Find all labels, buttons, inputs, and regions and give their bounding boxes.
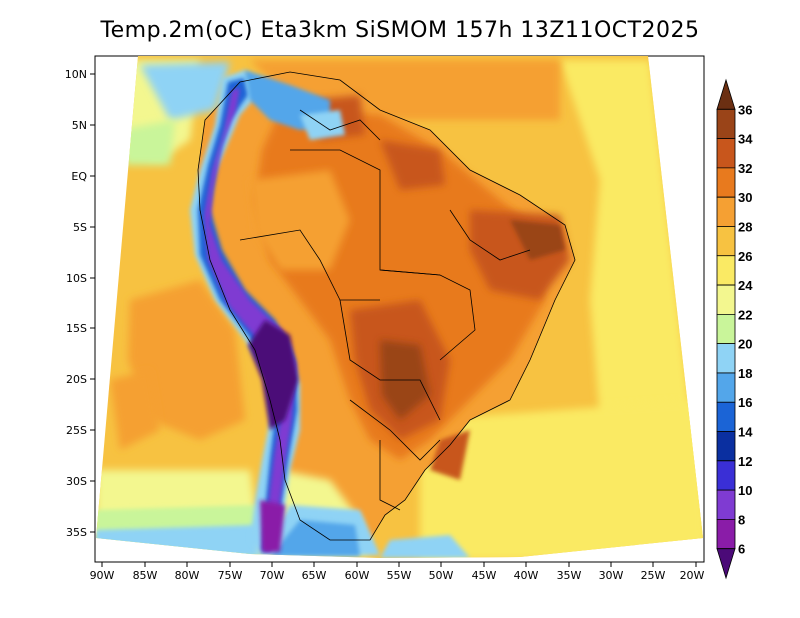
colorbar-label: 18 (738, 366, 752, 381)
lat-label: 10S (66, 272, 87, 285)
lon-label: 85W (133, 569, 158, 582)
lon-label: 35W (557, 569, 582, 582)
colorbar-label: 22 (738, 307, 752, 322)
lat-label: 25S (66, 424, 87, 437)
lon-label: 75W (218, 569, 243, 582)
colorbar-label: 28 (738, 219, 752, 234)
lon-label: 50W (429, 569, 454, 582)
lon-label: 20W (680, 569, 705, 582)
colorbar-label: 36 (738, 102, 752, 117)
colorbar-swatch (716, 138, 736, 169)
lat-label: 35S (66, 526, 87, 539)
colorbar-swatch (716, 343, 736, 374)
latitude-axis: 10N 5N EQ 5S 10S 15S 20S 25S 30S 35S (65, 68, 95, 539)
colorbar-swatch (716, 519, 736, 550)
colorbar-swatch (716, 226, 736, 257)
colorbar-swatch (716, 284, 736, 315)
colorbar-label: 6 (738, 542, 745, 557)
colorbar-swatch (716, 489, 736, 520)
lon-label: 30W (599, 569, 624, 582)
lon-label: 55W (387, 569, 412, 582)
colorbar-swatch (716, 196, 736, 227)
colorbar-label: 12 (738, 454, 752, 469)
lon-label: 90W (90, 569, 115, 582)
colorbar-swatch (716, 460, 736, 491)
map-title: Temp.2m(oC) Eta3km SiSMOM 157h 13Z11OCT2… (100, 18, 700, 43)
lon-label: 60W (345, 569, 370, 582)
colorbar-swatch (716, 313, 736, 345)
colorbar-label: 26 (738, 249, 752, 264)
lat-label: EQ (71, 170, 87, 183)
colorbar-label: 32 (738, 161, 752, 176)
colorbar-swatch (716, 108, 736, 139)
lon-label: 70W (260, 569, 285, 582)
lat-label: 10N (65, 68, 87, 81)
colorbar-label: 24 (738, 278, 753, 293)
colorbar-swatch (716, 167, 736, 198)
colorbar-label: 30 (738, 190, 752, 205)
lat-label: 5N (72, 119, 87, 132)
temperature-field (96, 56, 703, 558)
lat-label: 30S (66, 475, 87, 488)
lat-label: 20S (66, 373, 87, 386)
longitude-axis: 90W 85W 80W 75W 70W 65W 60W 55W 50W 45W … (90, 562, 705, 582)
colorbar-swatch (716, 431, 736, 462)
colorbar-swatch (716, 372, 736, 403)
colorbar-label: 8 (738, 512, 745, 527)
colorbar-label: 14 (738, 425, 753, 440)
lat-label: 15S (66, 322, 87, 335)
colorbar-label: 10 (738, 483, 752, 498)
colorbar-swatch (716, 255, 736, 286)
lon-label: 80W (175, 569, 200, 582)
colorbar-label: 34 (738, 132, 753, 147)
colorbar-label: 20 (738, 337, 752, 352)
country-borders (197, 71, 576, 541)
colorbar-legend: 36 34 32 30 28 26 24 22 20 18 16 14 12 10 8 6 (716, 78, 753, 580)
lon-label: 45W (472, 569, 497, 582)
lat-label: 5S (73, 221, 87, 234)
colorbar-swatch (716, 548, 736, 580)
lon-label: 65W (302, 569, 327, 582)
lon-label: 40W (514, 569, 539, 582)
lon-label: 25W (641, 569, 666, 582)
colorbar-label: 16 (738, 395, 752, 410)
colorbar-swatch (716, 78, 736, 110)
colorbar-swatch (716, 401, 736, 432)
